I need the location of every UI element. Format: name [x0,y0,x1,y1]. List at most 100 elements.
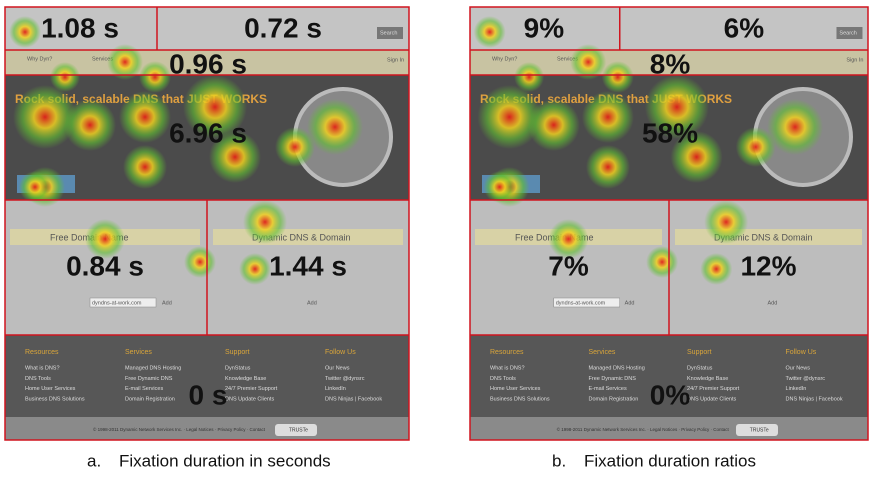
domain-select [553,297,620,308]
footer-link: Domain Registration [589,396,639,402]
sign-in: Sign In [387,57,404,63]
heat-spot [473,16,506,48]
footer-link: Domain Registration [125,396,175,402]
heat-spot [13,85,77,149]
domain-select [89,297,157,308]
heat-spot [64,99,116,151]
caption-label: a. [87,451,101,470]
heat-spot [107,44,143,80]
heat-spot [483,171,516,203]
caption: Fixation duration ratios [584,451,756,470]
heat-spot [275,127,315,167]
footer-link: Twitter @dynsrc [325,376,365,382]
footer-heading: Follow Us [325,349,356,356]
heat-spot [601,61,634,93]
add-button: Add [768,300,778,306]
footer-link: Our News [786,365,811,371]
region-border [469,6,869,441]
footer-link: Free Dynamic DNS [125,376,173,382]
heat-spot [19,171,51,203]
heat-spot [9,16,41,48]
footer-link: Business DNS Solutions [25,396,85,402]
copyright: © 1998-2011 Dynamic Network Services Inc… [93,426,266,432]
nav-link: Why Dyn? [492,56,517,62]
heat-spot [581,91,634,143]
footer-link: DynStatus [687,365,713,371]
caption: Fixation duration in seconds [119,451,331,470]
domain-select-text: dyndns-at-work.com [92,300,142,306]
footer-heading: Resources [25,349,59,356]
footer-link: DynStatus [225,365,251,371]
region-value: 9% [524,12,565,43]
heat-spot [585,145,630,189]
footer-link: LinkedIn [786,386,807,392]
heat-spot [527,99,580,151]
heat-spot [570,44,607,80]
search-button [377,27,403,39]
right-box-title: Dynamic DNS & Domain [714,232,813,242]
search-label: Search [380,30,397,36]
footer-link: Twitter @dynsrc [786,376,826,382]
region-value: 0.72 s [244,12,322,43]
footer-link: Home User Services [25,386,76,392]
heat-spot [644,75,709,139]
footer-heading: Services [125,349,152,356]
heat-spot [50,62,80,92]
heat-spot [307,99,363,155]
heat-spot [119,91,171,143]
heat-spot [184,246,216,278]
add-button: Add [307,300,317,306]
footer-link: What is DNS? [25,365,60,371]
nav-link: Services [92,56,113,62]
footer-link: Knowledge Base [687,376,728,382]
heat-spot [767,99,824,155]
footer-link: DNS Ninjas | Facebook [786,396,843,402]
heat-spot [123,145,167,189]
footer-link: Managed DNS Hosting [125,365,181,371]
heat-spot [700,253,733,285]
footer-heading: Resources [490,349,524,356]
footer-heading: Support [225,349,250,356]
trust-label: TRUSTe [750,427,769,433]
footer-link: Our News [325,365,350,371]
heat-spot [735,127,776,167]
caption-label: b. [552,451,566,470]
search-button [836,27,863,39]
footer-link: E-mail Services [125,386,163,392]
footer-link: Free Dynamic DNS [589,376,637,382]
footer-link: DNS Ninjas | Facebook [325,396,382,402]
heat-spot [85,219,125,259]
heat-spot [514,62,545,92]
footer-link: DNS Tools [25,376,51,382]
header [470,7,868,50]
right-box-title: Dynamic DNS & Domain [252,232,351,242]
region-border [4,6,410,441]
copyright: © 1998-2011 Dynamic Network Services Inc… [557,426,730,432]
footer-link: 24/7 Premier Support [687,386,740,392]
region-value: 0 s [189,379,228,410]
footer-link: What is DNS? [490,365,525,371]
sign-in: Sign In [846,57,863,63]
footer-link: Managed DNS Hosting [589,365,645,371]
footer-heading: Follow Us [786,349,817,356]
nav-link: Services [557,56,578,62]
region-value: 6% [724,12,765,43]
add-button: Add [162,300,172,306]
region-value: 8% [650,48,691,79]
footer-link: LinkedIn [325,386,346,392]
region-value: 0.84 s [66,250,144,281]
footer-link: DNS Update Clients [687,396,736,402]
footer-link: Knowledge Base [225,376,266,382]
domain-select-text: dyndns-at-work.com [556,300,606,306]
heat-spot [243,200,287,244]
footer-link: E-mail Services [589,386,627,392]
region-value: 12% [740,250,796,281]
footer-link: Home User Services [490,386,541,392]
heat-spot [704,200,749,244]
region-value: 1.44 s [269,250,347,281]
footer-link: 24/7 Premier Support [225,386,278,392]
footer-link: DNS Update Clients [225,396,274,402]
trust-badge [275,424,317,436]
search-label: Search [839,30,856,36]
